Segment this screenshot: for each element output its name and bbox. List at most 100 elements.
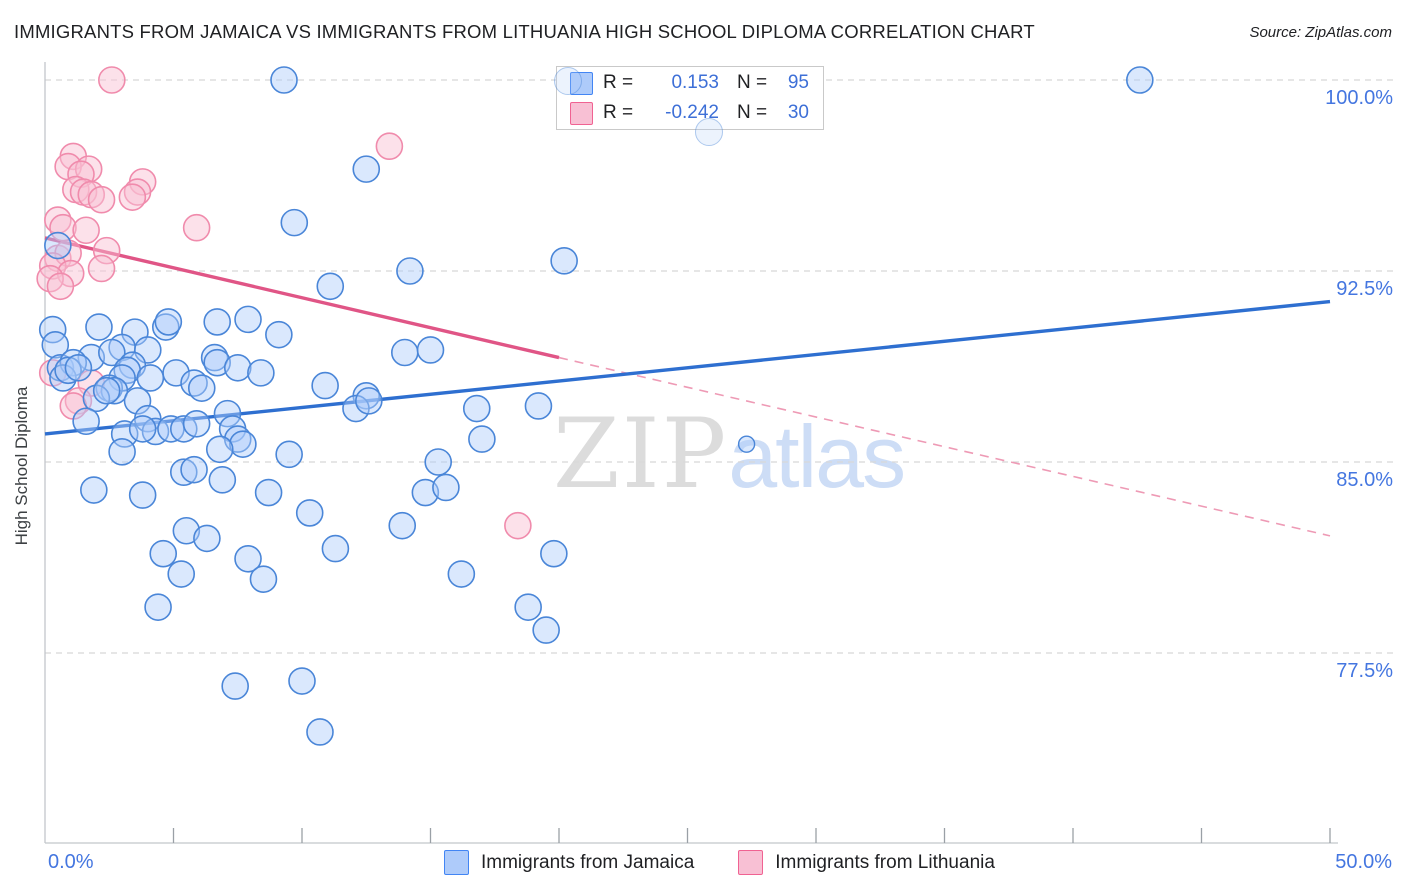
data-point-jamaica[interactable] <box>234 305 262 334</box>
data-point-lithuania[interactable] <box>98 66 126 94</box>
data-point-jamaica[interactable] <box>182 410 211 438</box>
data-point-lithuania[interactable] <box>87 185 116 214</box>
data-point-jamaica[interactable] <box>265 320 293 349</box>
data-point-jamaica[interactable] <box>149 539 178 568</box>
data-point-lithuania[interactable] <box>182 213 211 242</box>
data-point-lithuania[interactable] <box>123 178 152 206</box>
data-point-jamaica[interactable] <box>249 565 278 593</box>
data-point-jamaica[interactable] <box>64 353 93 382</box>
data-point-jamaica[interactable] <box>221 672 249 700</box>
data-point-lithuania[interactable] <box>504 511 532 540</box>
x-axis-max-label: 50.0% <box>1335 851 1392 873</box>
data-point-jamaica[interactable] <box>411 478 440 507</box>
y-axis-tick-label: 100.0% <box>1325 87 1393 109</box>
data-point-jamaica[interactable] <box>390 338 419 367</box>
data-point-jamaica[interactable] <box>355 387 383 415</box>
data-point-jamaica[interactable] <box>49 364 77 392</box>
data-point-jamaica[interactable] <box>169 458 198 486</box>
data-point-jamaica[interactable] <box>270 66 298 94</box>
data-point-jamaica[interactable] <box>92 376 121 405</box>
data-point-jamaica[interactable] <box>128 415 157 443</box>
data-point-jamaica[interactable] <box>110 420 139 448</box>
data-point-jamaica[interactable] <box>447 560 476 588</box>
data-point-lithuania[interactable] <box>118 183 147 211</box>
data-point-jamaica[interactable] <box>234 544 262 573</box>
data-point-jamaica[interactable] <box>540 539 568 568</box>
data-point-jamaica[interactable] <box>59 348 88 377</box>
data-point-jamaica[interactable] <box>550 247 578 275</box>
data-point-jamaica[interactable] <box>205 435 234 464</box>
legend-row-lithuania: R = -0.242 N = 30 <box>557 101 823 126</box>
n-label: N = <box>737 72 768 93</box>
data-point-jamaica[interactable] <box>288 667 316 695</box>
data-point-jamaica[interactable] <box>342 394 370 423</box>
watermark-zip-text: ZIP <box>553 398 729 510</box>
data-point-jamaica[interactable] <box>180 455 208 484</box>
data-point-jamaica[interactable] <box>311 371 339 400</box>
data-point-jamaica[interactable] <box>396 257 424 285</box>
data-point-jamaica[interactable] <box>203 348 231 377</box>
data-point-jamaica[interactable] <box>72 407 100 436</box>
data-point-jamaica[interactable] <box>123 387 152 415</box>
data-point-jamaica[interactable] <box>514 593 542 621</box>
data-point-jamaica[interactable] <box>41 331 70 359</box>
data-point-lithuania[interactable] <box>72 216 100 245</box>
data-point-jamaica[interactable] <box>54 356 82 385</box>
data-point-jamaica[interactable] <box>98 338 126 367</box>
data-point-jamaica[interactable] <box>462 394 491 423</box>
data-point-lithuania[interactable] <box>64 387 93 415</box>
data-point-jamaica-faint[interactable] <box>553 67 582 95</box>
data-point-jamaica[interactable] <box>108 438 136 466</box>
data-point-jamaica[interactable] <box>532 616 560 644</box>
data-point-jamaica[interactable] <box>229 430 257 458</box>
data-point-jamaica[interactable] <box>416 336 445 364</box>
data-point-jamaica[interactable] <box>1126 66 1154 94</box>
data-point-jamaica[interactable] <box>167 560 196 588</box>
data-point-lithuania[interactable] <box>375 132 404 161</box>
data-point-jamaica[interactable] <box>44 231 72 260</box>
data-point-jamaica[interactable] <box>295 499 324 527</box>
data-point-lithuania[interactable] <box>92 236 121 265</box>
jamaica-legend-swatch-icon <box>444 850 469 875</box>
data-point-jamaica[interactable] <box>432 473 460 502</box>
n-label: N = <box>737 102 768 123</box>
data-point-jamaica[interactable] <box>193 524 221 553</box>
data-point-jamaica[interactable] <box>213 399 242 428</box>
data-point-jamaica[interactable] <box>254 478 283 507</box>
data-point-jamaica[interactable] <box>247 359 275 387</box>
data-point-jamaica[interactable] <box>208 466 237 494</box>
data-point-jamaica[interactable] <box>468 425 496 453</box>
data-point-jamaica[interactable] <box>162 359 190 387</box>
data-point-jamaica[interactable] <box>280 208 309 237</box>
r-label: R = <box>603 72 634 93</box>
data-point-jamaica[interactable] <box>128 481 157 509</box>
data-point-jamaica[interactable] <box>172 516 201 545</box>
data-point-jamaica[interactable] <box>180 369 208 397</box>
data-point-jamaica[interactable] <box>187 374 216 402</box>
data-point-jamaica-small[interactable] <box>737 435 756 453</box>
data-point-lithuania[interactable] <box>46 272 75 301</box>
data-point-jamaica[interactable] <box>223 425 252 453</box>
series-legend-item-jamaica: Immigrants from Jamaica <box>444 850 694 875</box>
data-point-jamaica[interactable] <box>80 476 108 504</box>
data-point-jamaica[interactable] <box>100 376 129 405</box>
data-point-jamaica[interactable] <box>352 155 381 183</box>
data-point-jamaica[interactable] <box>424 448 453 476</box>
data-point-jamaica[interactable] <box>144 593 172 621</box>
data-point-jamaica[interactable] <box>154 308 183 336</box>
data-point-jamaica[interactable] <box>275 440 303 469</box>
data-point-lithuania[interactable] <box>87 254 116 283</box>
data-point-jamaica[interactable] <box>306 718 334 746</box>
data-point-jamaica[interactable] <box>223 353 252 382</box>
data-point-jamaica[interactable] <box>321 534 350 563</box>
data-point-jamaica[interactable] <box>388 511 417 540</box>
data-point-jamaica[interactable] <box>136 364 165 392</box>
data-point-jamaica[interactable] <box>85 313 113 341</box>
data-point-jamaica[interactable] <box>203 308 231 336</box>
r-value-jamaica: 0.153 <box>671 72 719 93</box>
data-point-jamaica[interactable] <box>316 272 345 301</box>
data-point-jamaica-faint[interactable] <box>695 117 724 146</box>
data-point-jamaica[interactable] <box>524 392 553 420</box>
